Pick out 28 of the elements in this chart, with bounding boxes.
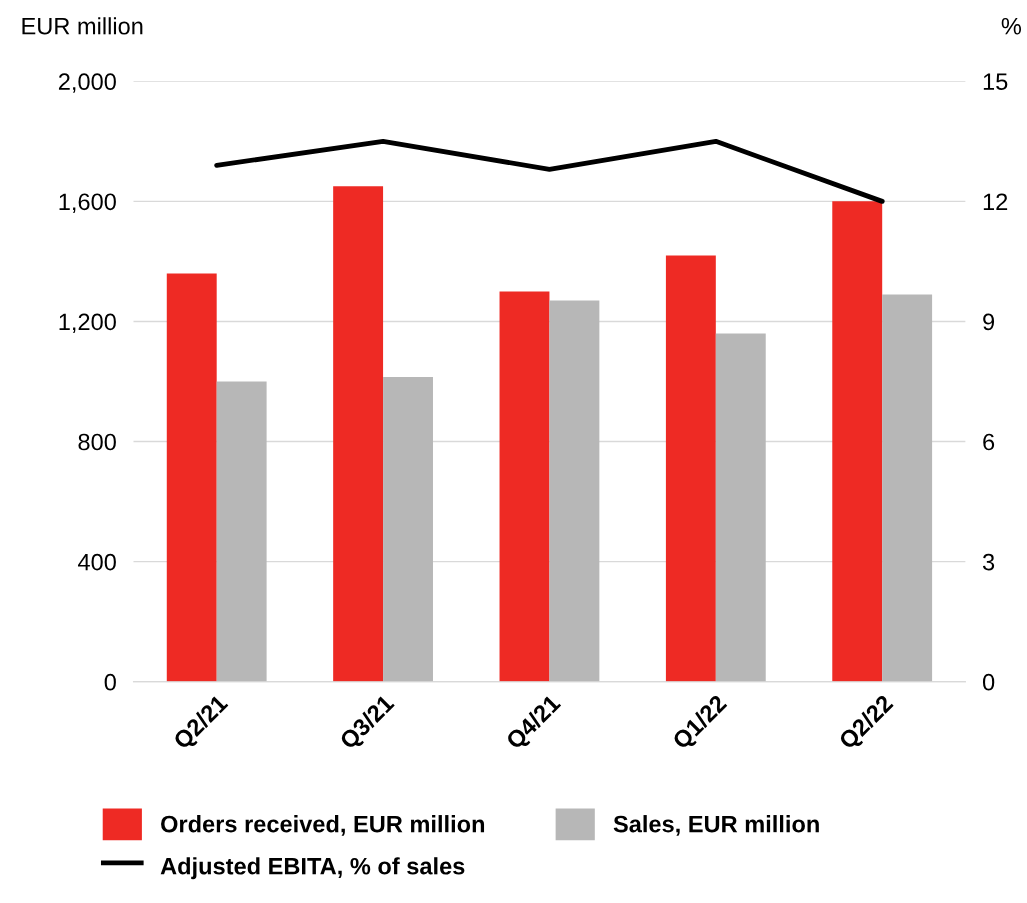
y-axis-title: EUR million xyxy=(22,17,143,35)
bar xyxy=(333,186,384,682)
bar xyxy=(216,381,267,682)
y2-tick-label: 3 xyxy=(982,553,995,571)
y-tick-label: 1,600 xyxy=(59,193,116,213)
legend-label: Orders received, EUR million xyxy=(161,815,485,836)
bar xyxy=(166,273,217,682)
y-tick-label: 2,000 xyxy=(58,73,116,93)
y2-tick-label: 15 xyxy=(983,73,1008,91)
y2-tick-label: 6 xyxy=(983,433,995,451)
y-tick-label: 800 xyxy=(78,433,116,451)
y2-tick-label: 12 xyxy=(983,193,1008,210)
line-series xyxy=(214,138,885,204)
bar xyxy=(715,333,766,682)
y-tick-label: 0 xyxy=(104,673,116,691)
bar xyxy=(499,291,550,682)
y-tick-label: 400 xyxy=(78,553,116,571)
bar xyxy=(665,255,716,682)
legend-label: Adjusted EBITA, % of sales xyxy=(160,857,465,880)
bar xyxy=(882,294,933,682)
y2-tick-label: 0 xyxy=(982,673,995,691)
legend-label: Sales, EUR million xyxy=(613,815,819,836)
bar xyxy=(832,201,883,682)
bar xyxy=(549,300,600,682)
y2-tick-label: 9 xyxy=(983,313,995,331)
bar xyxy=(383,377,433,682)
y2-axis-title: % xyxy=(1001,17,1022,35)
y-tick-label: 1,200 xyxy=(59,313,116,334)
